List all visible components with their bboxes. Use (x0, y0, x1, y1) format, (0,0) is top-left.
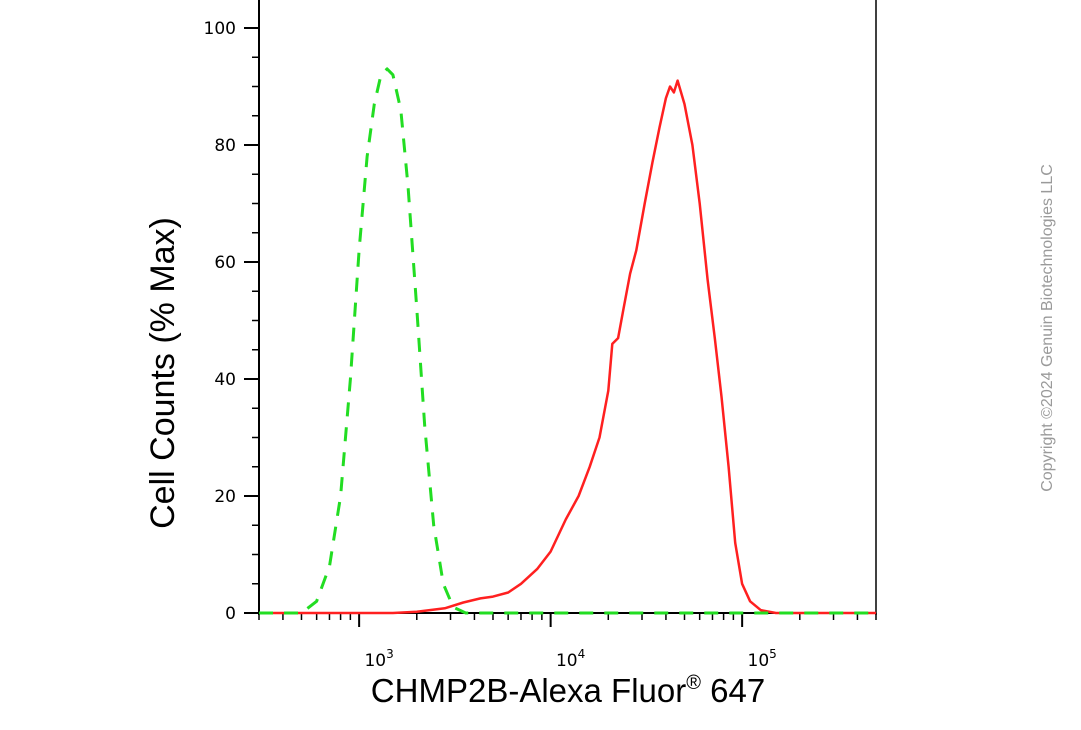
x-tick-label: 104 (556, 647, 585, 671)
x-tick-label: 103 (364, 647, 393, 671)
y-axis-ticks: 0 20 40 60 80 100 (204, 19, 259, 624)
y-tick-label: 100 (204, 19, 236, 39)
x-axis-title-suffix: 647 (701, 672, 765, 709)
y-tick-label: 80 (214, 136, 236, 156)
y-tick-label: 40 (214, 370, 236, 390)
x-axis-ticks: 103 104 105 (258, 613, 877, 671)
copyright-watermark: Copyright ©2024 Genuin Biotechnologies L… (1039, 164, 1056, 492)
y-tick-label: 0 (225, 604, 236, 624)
series-layer (259, 67, 876, 615)
control-histogram-line (259, 67, 876, 615)
x-axis-title-superscript: ® (686, 672, 701, 694)
y-axis-title: Cell Counts (% Max) (144, 217, 182, 529)
y-tick-label: 60 (214, 253, 236, 273)
x-axis-title: CHMP2B-Alexa Fluor® 647 (371, 672, 765, 709)
sample-histogram-line (259, 79, 876, 615)
y-tick-label: 20 (214, 487, 236, 507)
x-tick-label: 105 (748, 647, 777, 671)
x-axis-title-main: CHMP2B-Alexa Fluor (371, 672, 686, 709)
